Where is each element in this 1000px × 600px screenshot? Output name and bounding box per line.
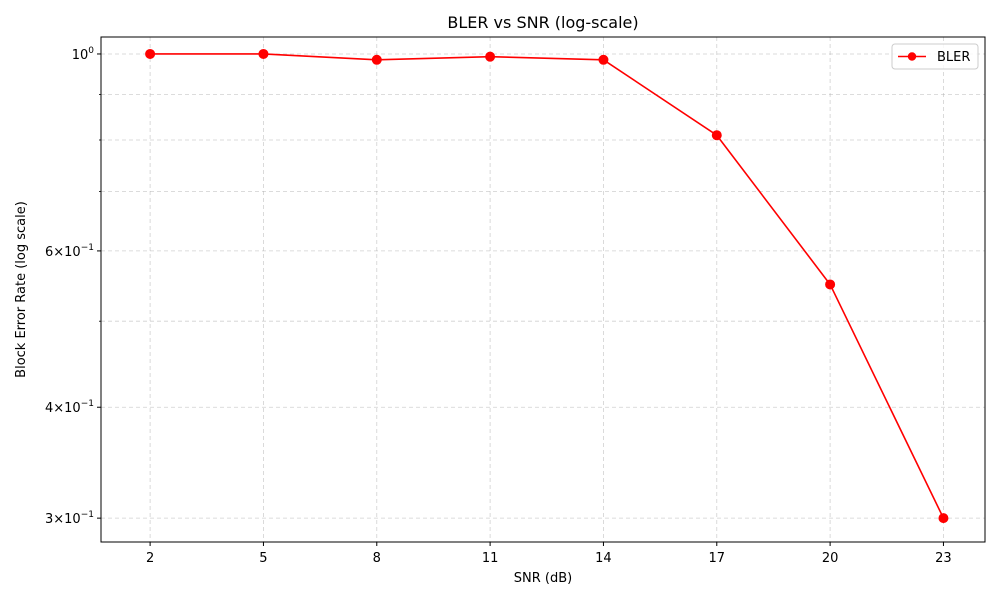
y-tick-label: 6×10−1 <box>45 243 94 260</box>
x-tick-label: 11 <box>482 551 499 566</box>
chart-title: BLER vs SNR (log-scale) <box>447 13 638 32</box>
x-tick-label: 14 <box>595 551 612 566</box>
grid-layer <box>101 37 985 542</box>
data-point <box>371 54 382 65</box>
y-tick-label: 4×10−1 <box>45 399 94 416</box>
x-tick-label: 23 <box>935 551 952 566</box>
legend: BLER <box>891 43 979 70</box>
series-layer <box>145 48 949 524</box>
data-point <box>145 48 156 59</box>
x-tick-label: 2 <box>146 551 154 566</box>
plot-frame <box>100 36 986 543</box>
legend-box <box>891 43 979 70</box>
ticks-layer: 2 5 8 11 14 17 20 23 100 6×10−1 4×10−1 3×10−1 <box>45 46 952 566</box>
y-axis-label: Block Error Rate (log scale) <box>14 201 29 378</box>
legend-marker-swatch <box>907 52 917 61</box>
data-point <box>825 279 836 290</box>
x-tick-label: 8 <box>373 551 381 566</box>
x-tick-label: 17 <box>709 551 726 566</box>
data-point <box>258 48 269 59</box>
x-axis-label: SNR (dB) <box>514 571 572 586</box>
data-point <box>485 51 496 62</box>
y-tick-label: 3×10−1 <box>45 510 94 527</box>
data-point <box>938 513 949 524</box>
y-tick-label: 100 <box>72 46 95 63</box>
x-tick-label: 5 <box>259 551 267 566</box>
data-point <box>598 54 609 65</box>
legend-label-bler: BLER <box>937 50 970 65</box>
data-point <box>711 130 722 141</box>
x-tick-label: 20 <box>822 551 839 566</box>
series-line-bler <box>150 53 945 519</box>
